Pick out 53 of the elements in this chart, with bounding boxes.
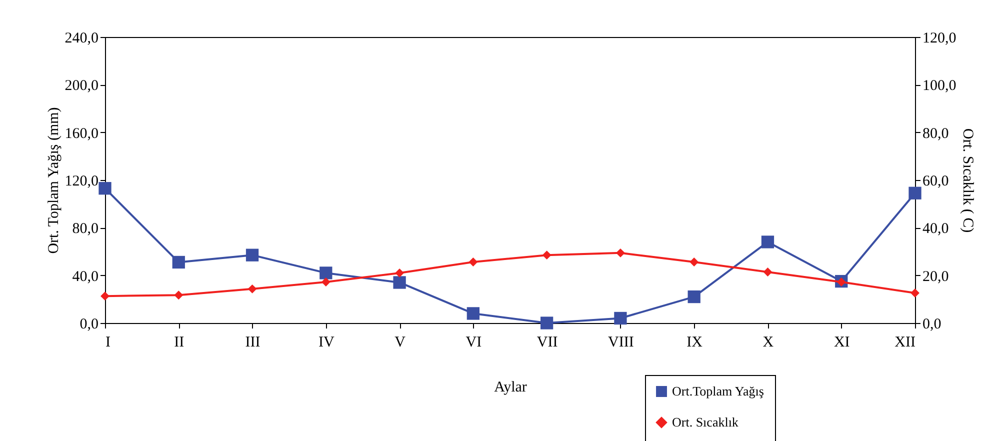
point bbox=[690, 258, 699, 266]
point bbox=[248, 284, 257, 294]
legend-label: Ort.Toplam Yağış bbox=[672, 384, 764, 398]
y-tick-label: 80,0 bbox=[72, 221, 98, 238]
point bbox=[540, 316, 554, 330]
x-tick-label: XII bbox=[894, 334, 916, 350]
x-tick-label: IX bbox=[686, 334, 703, 350]
y-tick-label: 240,0 bbox=[64, 30, 98, 46]
point bbox=[910, 288, 920, 298]
y2-tick-label: 100,0 bbox=[922, 78, 956, 94]
x-tick-label: IV bbox=[318, 334, 334, 350]
point bbox=[466, 307, 480, 320]
y-tick-label: 160,0 bbox=[64, 126, 98, 142]
y2-axis-title: Ort. Sıcaklık ( C) bbox=[959, 128, 976, 233]
x-tick-label: I bbox=[106, 334, 110, 350]
point bbox=[614, 312, 627, 325]
y-tick-label: 120,0 bbox=[64, 174, 98, 190]
point bbox=[395, 268, 404, 278]
y2-tick-label: 60,0 bbox=[922, 174, 949, 190]
point bbox=[542, 250, 552, 260]
x-tick-label: XI bbox=[834, 334, 850, 350]
y2-tick-label: 40,0 bbox=[922, 221, 949, 238]
y-tick-label: 40,0 bbox=[72, 268, 98, 285]
point bbox=[393, 276, 406, 289]
x-tick-label: VI bbox=[466, 334, 482, 350]
y2-tick-label: 120,0 bbox=[922, 30, 956, 46]
point bbox=[174, 290, 184, 300]
x-tick-label: II bbox=[174, 334, 184, 350]
point bbox=[763, 268, 772, 276]
point bbox=[688, 290, 700, 304]
x-tick-label: VII bbox=[536, 334, 558, 350]
x-tick-label: V bbox=[394, 334, 406, 350]
x-tick-label: III bbox=[245, 334, 260, 350]
point bbox=[98, 182, 112, 195]
y2-tick-label: 80,0 bbox=[922, 126, 949, 142]
y-tick-label: 0,0 bbox=[80, 316, 98, 332]
point bbox=[908, 186, 922, 200]
point bbox=[100, 292, 110, 301]
x-tick-label: VIII bbox=[608, 334, 634, 350]
point bbox=[616, 248, 625, 258]
y2-tick-label: 20,0 bbox=[922, 268, 949, 285]
x-tick-label: X bbox=[762, 334, 774, 350]
point bbox=[172, 256, 185, 269]
point bbox=[468, 258, 478, 266]
legend-label: Ort. Sıcaklık bbox=[672, 414, 739, 430]
x-axis-title: Aylar bbox=[494, 380, 527, 396]
point bbox=[321, 278, 330, 286]
y-tick-label: 200,0 bbox=[64, 78, 98, 94]
point bbox=[761, 236, 774, 248]
y-axis-title: Ort. Toplam Yağış (mm) bbox=[46, 107, 62, 254]
point bbox=[246, 248, 259, 262]
point bbox=[320, 266, 332, 280]
y2-tick-label: 0,0 bbox=[922, 316, 942, 332]
